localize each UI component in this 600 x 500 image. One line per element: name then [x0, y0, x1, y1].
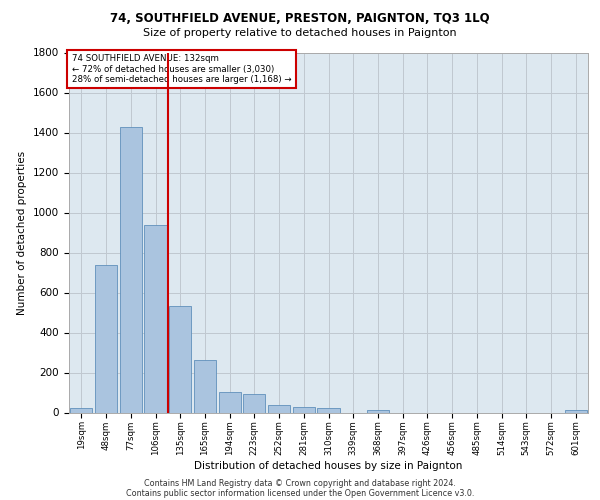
Bar: [367, 410, 389, 412]
Bar: [317, 408, 340, 412]
X-axis label: Distribution of detached houses by size in Paignton: Distribution of detached houses by size …: [194, 460, 463, 470]
Bar: [243, 394, 265, 412]
Bar: [95, 264, 117, 412]
Bar: [218, 392, 241, 412]
Bar: [293, 407, 315, 412]
Text: Contains public sector information licensed under the Open Government Licence v3: Contains public sector information licen…: [126, 490, 474, 498]
Text: 74 SOUTHFIELD AVENUE: 132sqm
← 72% of detached houses are smaller (3,030)
28% of: 74 SOUTHFIELD AVENUE: 132sqm ← 72% of de…: [71, 54, 291, 84]
Text: Size of property relative to detached houses in Paignton: Size of property relative to detached ho…: [143, 28, 457, 38]
Y-axis label: Number of detached properties: Number of detached properties: [17, 150, 28, 314]
Bar: [119, 126, 142, 412]
Bar: [145, 224, 167, 412]
Bar: [565, 410, 587, 412]
Bar: [268, 404, 290, 412]
Text: Contains HM Land Registry data © Crown copyright and database right 2024.: Contains HM Land Registry data © Crown c…: [144, 478, 456, 488]
Text: 74, SOUTHFIELD AVENUE, PRESTON, PAIGNTON, TQ3 1LQ: 74, SOUTHFIELD AVENUE, PRESTON, PAIGNTON…: [110, 12, 490, 26]
Bar: [70, 408, 92, 412]
Bar: [169, 306, 191, 412]
Bar: [194, 360, 216, 412]
